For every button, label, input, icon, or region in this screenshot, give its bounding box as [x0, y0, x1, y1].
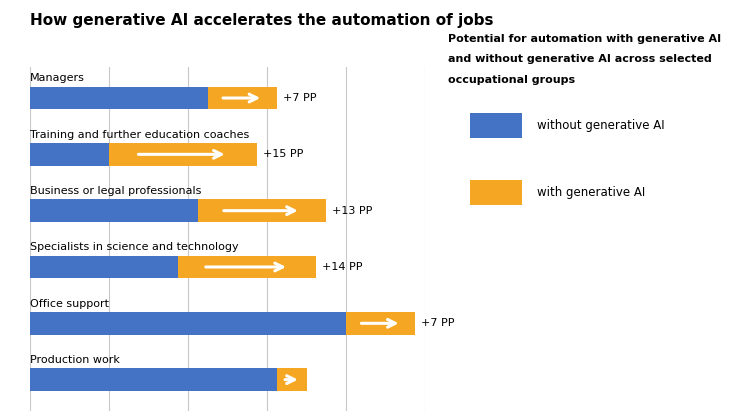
Text: Production work: Production work — [30, 355, 119, 365]
Bar — [30, 368, 277, 391]
Text: +7 PP: +7 PP — [421, 318, 455, 328]
Text: without generative AI: without generative AI — [537, 119, 665, 132]
Bar — [277, 368, 307, 391]
Text: occupational groups: occupational groups — [448, 75, 574, 85]
Text: +7 PP: +7 PP — [283, 93, 316, 103]
Bar — [109, 143, 257, 166]
Text: Specialists in science and technology: Specialists in science and technology — [30, 242, 239, 252]
Text: +15 PP: +15 PP — [263, 149, 304, 159]
Text: Potential for automation with generative AI: Potential for automation with generative… — [448, 34, 721, 44]
Bar — [346, 312, 416, 335]
Text: +13 PP: +13 PP — [332, 206, 373, 216]
Text: with generative AI: with generative AI — [537, 186, 645, 199]
Text: Office support: Office support — [30, 299, 109, 309]
Bar — [30, 143, 109, 166]
Bar — [30, 87, 208, 109]
Text: +14 PP: +14 PP — [322, 262, 363, 272]
Bar — [198, 199, 327, 222]
Text: Training and further education coaches: Training and further education coaches — [30, 130, 249, 140]
Bar — [208, 87, 277, 109]
Text: and without generative AI across selected: and without generative AI across selecte… — [448, 54, 712, 65]
Bar — [30, 199, 198, 222]
Text: How generative AI accelerates the automation of jobs: How generative AI accelerates the automa… — [30, 13, 493, 28]
Bar — [30, 312, 346, 335]
Bar — [30, 256, 178, 278]
Text: Managers: Managers — [30, 73, 85, 83]
Bar — [178, 256, 316, 278]
Text: Business or legal professionals: Business or legal professionals — [30, 186, 201, 196]
